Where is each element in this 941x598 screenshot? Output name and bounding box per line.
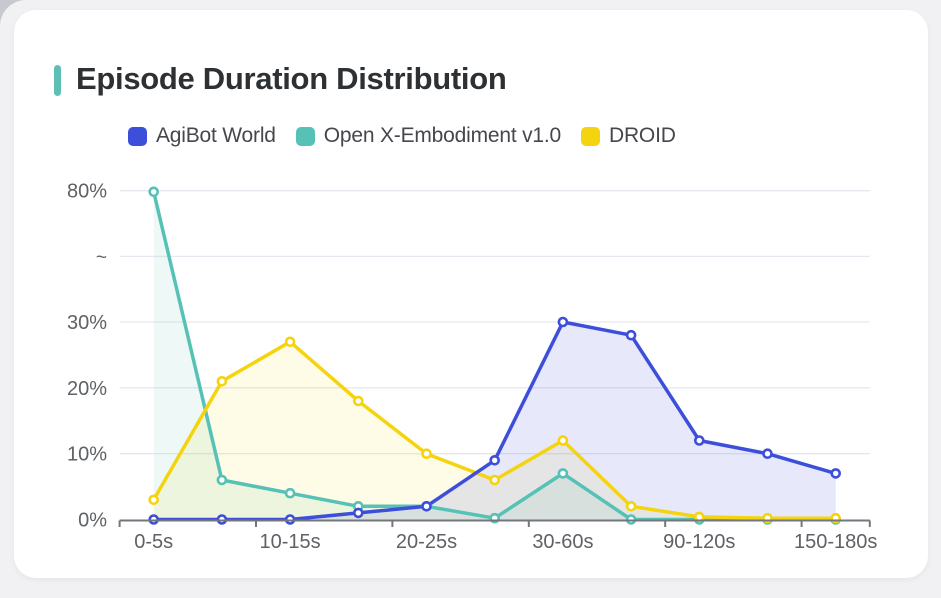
- legend-swatch: [581, 126, 600, 146]
- legend-label: AgiBot World: [156, 124, 276, 147]
- chart-card: Episode Duration Distribution AgiBot Wor…: [14, 10, 928, 578]
- legend-swatch: [295, 126, 315, 146]
- legend-label: DROID: [609, 124, 676, 147]
- legend-item-agibot-world[interactable]: AgiBot World: [128, 124, 276, 148]
- chart-legend: AgiBot World Open X-Embodiment v1.0 DROID: [128, 124, 676, 148]
- legend-swatch: [128, 126, 147, 146]
- legend-item-droid[interactable]: DROID: [581, 124, 676, 148]
- title-accent-bar: [54, 65, 61, 96]
- chart-title: Episode Duration Distribution: [76, 61, 507, 96]
- legend-item-open-x-embodiment-v1-0[interactable]: Open X-Embodiment v1.0: [295, 124, 561, 148]
- legend-label: Open X-Embodiment v1.0: [323, 124, 561, 147]
